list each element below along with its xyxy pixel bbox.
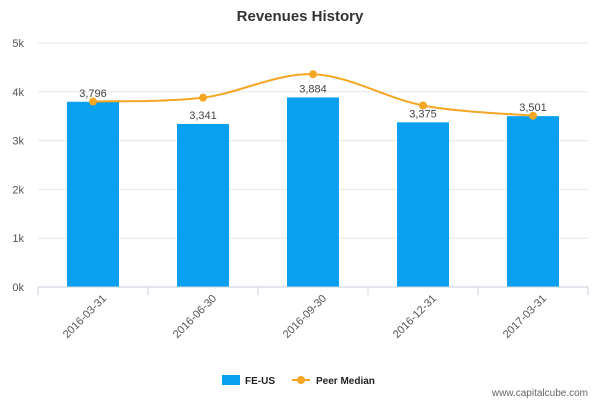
x-tick-label: 2017-03-31 — [501, 293, 549, 341]
peer-median-point[interactable] — [199, 93, 207, 102]
peer-median-point[interactable] — [309, 70, 317, 79]
y-tick-label: 1k — [12, 233, 24, 245]
bar-fe-us[interactable] — [287, 97, 339, 287]
legend-label-peer-median[interactable]: Peer Median — [316, 376, 375, 387]
legend-label-fe-us[interactable]: FE-US — [245, 376, 275, 387]
y-tick-label: 0k — [12, 282, 24, 294]
bar-fe-us[interactable] — [67, 101, 119, 287]
bar-fe-us[interactable] — [177, 123, 229, 287]
chart-title: Revenues History — [237, 8, 364, 25]
x-tick-label: 2016-09-30 — [281, 293, 329, 341]
peer-median-point[interactable] — [89, 97, 97, 106]
footer-source: www.capitalcube.com — [491, 388, 588, 399]
bar-fe-us[interactable] — [507, 116, 559, 287]
peer-median-point[interactable] — [529, 111, 537, 120]
y-tick-label: 4k — [12, 87, 24, 99]
bar-data-label: 3,341 — [189, 110, 217, 122]
bar-data-label: 3,796 — [79, 88, 107, 100]
y-axis: 0k 1k 2k 3k 4k 5k — [12, 38, 24, 294]
bar-data-label: 3,884 — [299, 83, 327, 95]
y-tick-label: 5k — [12, 38, 24, 50]
legend: FE-US Peer Median — [222, 375, 375, 387]
x-axis: 2016-03-31 2016-06-30 2016-09-30 2016-12-31… — [37, 286, 589, 341]
y-tick-label: 2k — [12, 184, 24, 196]
data-labels: 3,796 3,341 3,884 3,375 3,501 — [79, 83, 547, 121]
y-tick-label: 3k — [12, 136, 24, 148]
legend-swatch-peer-median-dot — [297, 376, 305, 384]
bar-series — [67, 97, 559, 287]
peer-median-point[interactable] — [419, 101, 427, 110]
bar-data-label: 3,501 — [519, 102, 547, 114]
x-tick-label: 2016-03-31 — [61, 293, 109, 341]
bar-fe-us[interactable] — [397, 122, 449, 287]
peer-median-series — [89, 70, 537, 120]
x-tick-label: 2016-12-31 — [391, 293, 439, 341]
legend-swatch-fe-us — [222, 375, 240, 385]
x-tick-label: 2016-06-30 — [171, 293, 219, 341]
bar-data-label: 3,375 — [409, 108, 437, 120]
